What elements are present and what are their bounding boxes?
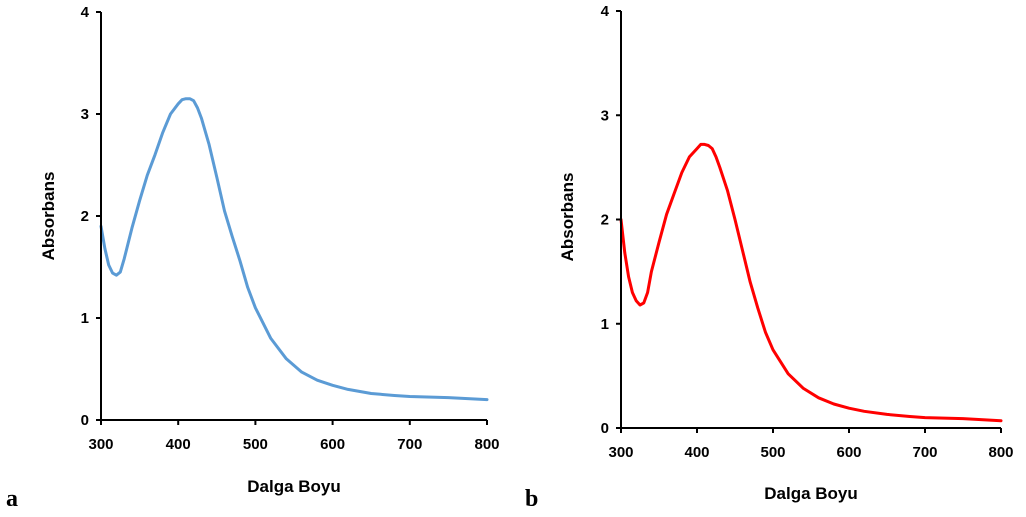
panel-label-a: a: [6, 486, 18, 512]
absorbance-series-line: [619, 142, 1003, 423]
y-tick-label: 4: [81, 4, 90, 21]
x-axis-title: Dalga Boyu: [247, 477, 341, 496]
y-axis-title: Absorbans: [39, 172, 58, 261]
x-tick-label: 300: [88, 436, 113, 453]
x-tick-label: 700: [912, 444, 937, 461]
x-tick-label: 800: [474, 436, 499, 453]
x-tick-label: 500: [243, 436, 268, 453]
y-tick-label: 2: [81, 208, 89, 225]
y-tick-label: 1: [601, 316, 609, 333]
x-tick-label: 600: [320, 436, 345, 453]
x-tick-label: 500: [760, 444, 785, 461]
chart-panel-b: 0 1 2 3 4 300 400 500 600 700 800 Dalga Boyu Absor…: [525, 3, 1014, 512]
x-tick-label: 600: [836, 444, 861, 461]
y-tick-label: 0: [601, 420, 609, 437]
x-tick-label: 400: [684, 444, 709, 461]
x-tick-label: 700: [397, 436, 422, 453]
y-tick-label: 4: [601, 3, 610, 20]
y-tick-label: 2: [601, 212, 609, 229]
absorbance-series-line: [99, 97, 489, 402]
y-tick-label: 1: [81, 310, 89, 327]
panel-label-b: b: [525, 486, 538, 512]
x-tick-label: 400: [166, 436, 191, 453]
chart-panel-a: 0 1 2 3 4 300 400 500 600 700 800 Dalga Boyu Absor…: [6, 4, 500, 512]
y-axis-title: Absorbans: [558, 173, 577, 262]
x-tick-label: 300: [608, 444, 633, 461]
y-tick-label: 3: [601, 107, 609, 124]
x-tick-label: 800: [988, 444, 1013, 461]
y-tick-label: 0: [81, 412, 89, 429]
y-tick-label: 3: [81, 106, 89, 123]
x-axis-title: Dalga Boyu: [764, 484, 858, 503]
